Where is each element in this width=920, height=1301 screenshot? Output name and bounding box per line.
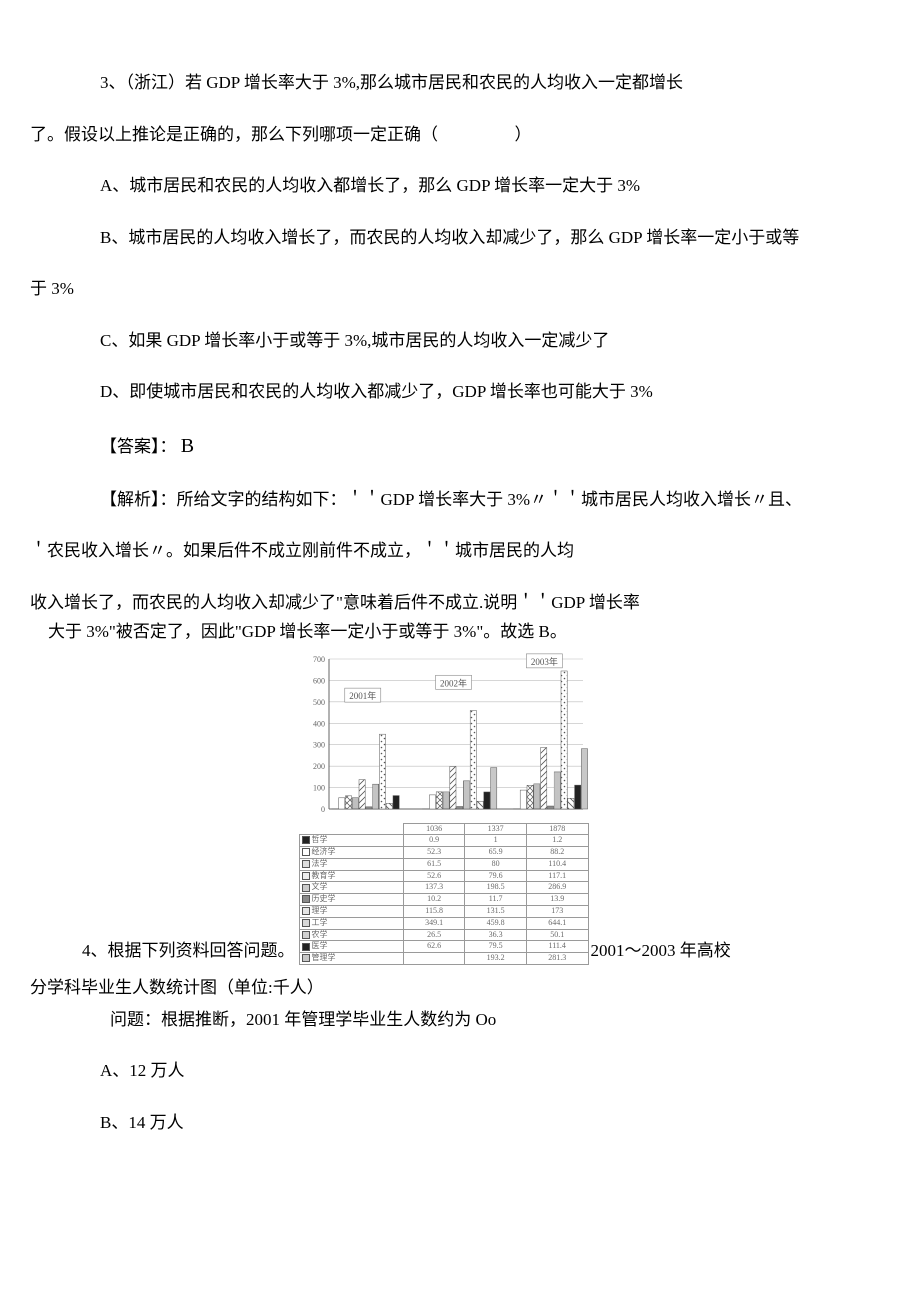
q3-explain-3: 收入增长了，而农民的人均收入却减少了"意味着后件不成立.说明＇＇GDP 增长率 [30,590,890,616]
q4-ask: 问题：根据推断，2001 年管理学毕业生人数约为 Oo [30,1007,890,1033]
q3-opt-b-line2: 于 3% [30,276,890,302]
q3-close-paren: ） [515,125,532,144]
svg-text:300: 300 [313,740,325,749]
q3-opt-c: C、如果 GDP 增长率小于或等于 3%,城市居民的人均收入一定减少了 [30,328,890,354]
q3-explain-1: 【解析】：所给文字的结构如下：＇＇GDP 增长率大于 3%〃＇＇城市居民人均收入… [30,487,890,513]
svg-text:2003年: 2003年 [530,655,557,666]
q4-line2: 分学科毕业生人数统计图（单位:千人） [30,975,890,1001]
q4-post-text: 2001～2003 年高校 [589,938,731,966]
svg-text:400: 400 [313,719,325,728]
q3-explain-4: 大于 3%"被否定了，因此"GDP 增长率一定小于或等于 3%"。故选 B。 [30,619,890,645]
q3-opt-a: A、城市居民和农民的人均收入都增长了，那么 GDP 增长率一定大于 3% [30,173,890,199]
svg-text:2001年: 2001年 [349,690,376,701]
q3-stem-line2-text: 了。假设以上推论是正确的，那么下列哪项一定正确（ [30,125,438,144]
svg-text:500: 500 [313,697,325,706]
q4-pre-label: 4、根据下列资料回答问题。 [30,938,295,964]
q3-explain-2: ＇农民收入增长〃。如果后件不成立刚前件不成立，＇＇城市居民的人均 [30,538,890,564]
q3-stem-line2: 了。假设以上推论是正确的，那么下列哪项一定正确（ ） [30,122,890,148]
q3-opt-b-line1: B、城市居民的人均收入增长了，而农民的人均收入却减少了，那么 GDP 增长率一定… [30,225,890,251]
q4-chart-row: 4、根据下列资料回答问题。 0 100 200 300 400 500 600 700 2001… [30,653,890,966]
q3-opt-d: D、即使城市居民和农民的人均收入都减少了，GDP 增长率也可能大于 3% [30,379,890,405]
svg-text:100: 100 [313,783,325,792]
q4-pre-text: 4、根据下列资料回答问题。 [30,938,299,966]
chart-data-table: 103613371878哲学0.911.2经济学52.365.988.2法学61… [299,823,589,966]
q4-opt-a: A、12 万人 [30,1058,890,1084]
bar-chart: 0 100 200 300 400 500 600 700 2001年 2002年 2003年 [299,653,589,823]
svg-text:0: 0 [321,805,325,814]
svg-text:2002年: 2002年 [440,677,467,688]
q3-answer-value: B [181,435,194,457]
q3-answer-label: 【答案】： [100,437,177,456]
svg-text:200: 200 [313,762,325,771]
q3-answer: 【答案】： B [30,431,890,461]
exam-page: 3、（浙江）若 GDP 增长率大于 3%,那么城市居民和农民的人均收入一定都增长… [0,0,920,1301]
q3-blank [442,125,510,144]
q3-stem-line1: 3、（浙江）若 GDP 增长率大于 3%,那么城市居民和农民的人均收入一定都增长 [30,70,890,96]
svg-text:700: 700 [313,655,325,664]
svg-text:600: 600 [313,676,325,685]
chart-container: 0 100 200 300 400 500 600 700 2001年 2002年 2003年 10… [299,653,589,966]
q4-opt-b: B、14 万人 [30,1110,890,1136]
